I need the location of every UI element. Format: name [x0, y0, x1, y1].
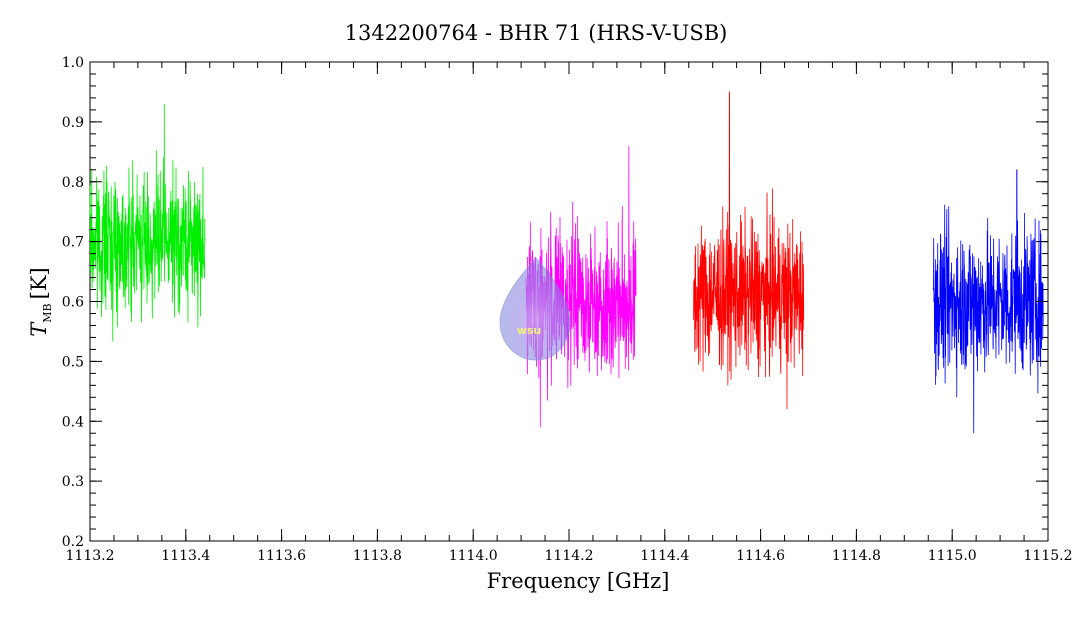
y-tick-label: 0.4	[62, 414, 84, 430]
watermark-text: wsu	[517, 324, 542, 337]
y-tick-label: 0.9	[62, 115, 84, 131]
y-axis-label-unit: [K]	[27, 267, 51, 299]
x-tick-label: 1113.4	[161, 548, 210, 564]
x-tick-label: 1113.2	[66, 548, 115, 564]
y-tick-label: 0.7	[62, 235, 84, 251]
wsu-watermark-icon: wsu	[499, 257, 571, 361]
x-tick-label: 1114.8	[832, 548, 881, 564]
x-tick-label: 1114.6	[736, 548, 785, 564]
x-axis-label: Frequency [GHz]	[487, 569, 670, 593]
x-tick-label: 1115.0	[928, 548, 977, 564]
ticks-layer	[89, 61, 1049, 542]
tick-labels-layer: 1113.2 1113.4 1113.6 1113.8 1114.0 1114.2 1114…	[62, 55, 1072, 564]
x-tick-label: 1114.4	[640, 548, 689, 564]
y-tick-label: 0.6	[62, 295, 84, 311]
y-axis-label-sub: MB	[41, 303, 54, 322]
y-axis-label-main: T	[27, 321, 51, 337]
y-tick-label: 0.8	[62, 175, 84, 191]
series-line-1	[89, 103, 206, 342]
y-tick-label: 0.3	[62, 474, 84, 490]
series-line-4	[932, 169, 1044, 434]
y-tick-label: 0.2	[62, 534, 84, 550]
svg-text:TMB[K]: TMB [K]	[27, 267, 54, 336]
series-layer	[89, 91, 1044, 434]
y-tick-label: 0.5	[62, 354, 84, 370]
x-tick-label: 1113.8	[353, 548, 402, 564]
y-axis-label-group: TMB [K]	[27, 267, 54, 336]
y-tick-label: 1.0	[62, 55, 84, 71]
x-tick-label: 1113.6	[257, 548, 306, 564]
series-line-3	[693, 91, 805, 410]
x-tick-label: 1114.2	[545, 548, 594, 564]
chart-title: 1342200764 - BHR 71 (HRS-V-USB)	[345, 21, 728, 45]
x-tick-label: 1114.0	[449, 548, 498, 564]
x-tick-label: 1115.2	[1024, 548, 1072, 564]
